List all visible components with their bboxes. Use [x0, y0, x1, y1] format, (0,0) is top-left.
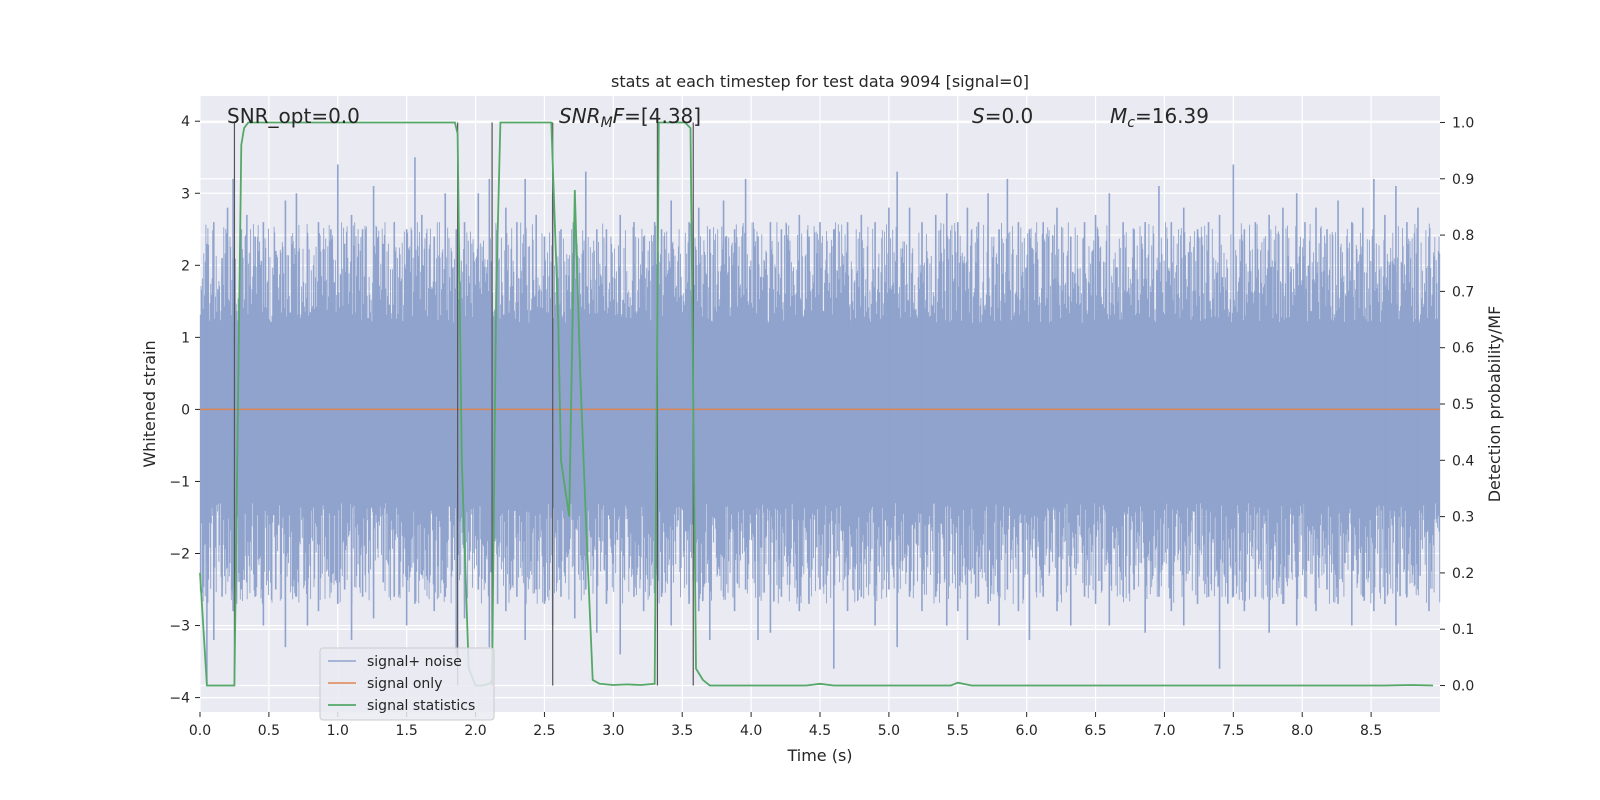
y2-tick-label: 0.5: [1452, 397, 1474, 413]
annotation-mc: Mc=16.39: [1110, 104, 1209, 131]
chart-title: stats at each timestep for test data 909…: [611, 72, 1029, 91]
y2-tick-label: 0.3: [1452, 510, 1474, 526]
y2-tick-label: 0.0: [1452, 679, 1474, 695]
legend-label-noise: signal+ noise: [367, 654, 462, 670]
x-tick-label: 6.5: [1084, 723, 1106, 739]
snr-mf-prefix: SNR: [559, 104, 601, 128]
legend-label-statistics: signal statistics: [367, 698, 475, 714]
annotation-snr-opt: SNR_opt=0.0: [227, 104, 360, 128]
series-signal-statistics: [199, 121, 1434, 687]
annotation-s: S=0.0: [972, 104, 1033, 128]
x-tick-label: 2.0: [464, 723, 486, 739]
y2-tick-label: 0.4: [1452, 453, 1474, 469]
mc-symbol: M: [1110, 104, 1127, 128]
y-tick-label: 4: [181, 114, 190, 130]
y-tick-label: 3: [181, 186, 190, 202]
y-tick-label: −1: [169, 474, 190, 490]
series-signal-plus-noise: [199, 157, 1441, 684]
y-axis-label: Whitened strain: [140, 340, 159, 467]
snr-mf-value: =[4.38]: [624, 104, 701, 128]
x-tick-label: 5.5: [947, 723, 969, 739]
x-axis-ticks: 0.0 0.5 1.0 1.5 2.0 2.5 3.0 3.5 4.0 4.5 5.0 5.5 6.0 6…: [189, 712, 1382, 739]
x-tick-label: 0.5: [258, 723, 280, 739]
y2-tick-label: 0.7: [1452, 284, 1474, 300]
x-tick-label: 3.5: [671, 723, 693, 739]
x-tick-label: 1.0: [327, 723, 349, 739]
snr-mf-suffix-italic: F: [613, 104, 625, 128]
x-tick-label: 3.0: [602, 723, 624, 739]
x-tick-label: 4.0: [740, 723, 762, 739]
x-tick-label: 0.0: [189, 723, 211, 739]
y2-axis-ticks: 0.0 0.1 0.2 0.3 0.4 0.5 0.6 0.7 0.8 0.9 1.0: [1440, 115, 1474, 695]
y2-tick-label: 0.8: [1452, 228, 1474, 244]
mc-value: =16.39: [1135, 104, 1209, 128]
y2-axis-label: Detection probability/MF: [1485, 306, 1504, 503]
mc-sub: c: [1127, 115, 1135, 131]
x-axis-label: Time (s): [786, 746, 852, 765]
legend-box: [319, 647, 495, 721]
x-tick-label: 7.5: [1222, 723, 1244, 739]
legend: signal+ noise signal only signal statist…: [319, 647, 495, 721]
legend-label-signal-only: signal only: [367, 676, 442, 692]
y2-tick-label: 0.2: [1452, 566, 1474, 582]
y2-tick-label: 0.9: [1452, 172, 1474, 188]
y2-tick-label: 1.0: [1452, 115, 1474, 131]
annotation-snr-mf: SNRMF=[4.38]: [559, 104, 701, 131]
y-tick-label: 1: [181, 330, 190, 346]
y2-tick-label: 0.6: [1452, 341, 1474, 357]
x-tick-label: 8.5: [1360, 723, 1382, 739]
y2-tick-label: 0.1: [1452, 622, 1474, 638]
x-tick-label: 4.5: [809, 723, 831, 739]
y-tick-label: 2: [181, 258, 190, 274]
x-tick-label: 6.0: [1016, 723, 1038, 739]
y-axis-ticks: −4 −3 −2 −1 0 1 2 3 4: [169, 114, 200, 707]
x-tick-label: 7.0: [1153, 723, 1175, 739]
y-tick-label: 0: [181, 402, 190, 418]
x-tick-label: 1.5: [396, 723, 418, 739]
y-tick-label: −3: [169, 619, 190, 635]
snr-mf-sub: M: [601, 115, 613, 131]
y-tick-label: −4: [169, 691, 190, 707]
s-symbol: S: [972, 104, 985, 128]
y-tick-label: −2: [169, 546, 190, 562]
x-tick-label: 2.5: [533, 723, 555, 739]
x-tick-label: 8.0: [1291, 723, 1313, 739]
s-value: =0.0: [985, 104, 1034, 128]
x-tick-label: 5.0: [878, 723, 900, 739]
